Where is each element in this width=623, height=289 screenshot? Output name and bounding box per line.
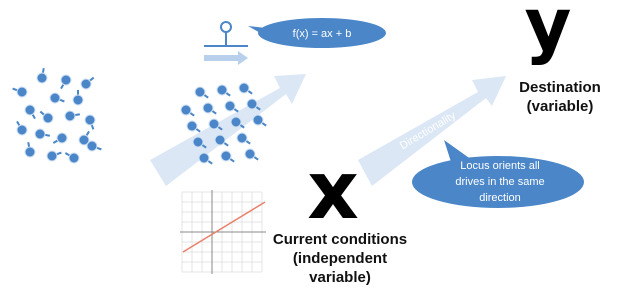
pin-head (215, 135, 225, 145)
pin-head (253, 115, 263, 125)
pin-head (43, 113, 53, 123)
pin-head (225, 101, 235, 111)
pin-head (87, 141, 97, 151)
pin-icon (221, 22, 231, 32)
graph-line (183, 202, 265, 252)
current-label: Current conditions (273, 231, 407, 248)
graph-icon (180, 190, 266, 274)
pin-head (25, 105, 35, 115)
locus-text: Locus orients all (460, 160, 540, 172)
pin-head (231, 117, 241, 127)
pin-head (17, 125, 27, 135)
pin-head (181, 105, 191, 115)
destination-label: Destination (519, 79, 601, 96)
destination-label: (variable) (527, 98, 594, 115)
pin-head (37, 73, 47, 83)
pin-head (247, 99, 257, 109)
pin-head (57, 133, 67, 143)
formula-text: f(x) = ax + b (293, 28, 352, 40)
pin-head (221, 151, 231, 161)
pin-head (69, 153, 79, 163)
pin-head (187, 121, 197, 131)
pin-head (217, 85, 227, 95)
current-label: (independent (293, 250, 387, 267)
pin-head (195, 87, 205, 97)
pin-head (17, 87, 27, 97)
pin-head (73, 95, 83, 105)
pin-head (25, 147, 35, 157)
pin-group (13, 68, 267, 164)
pin-head (199, 153, 209, 163)
pin-head (237, 133, 247, 143)
pin-head (245, 149, 255, 159)
pin-head (47, 151, 57, 161)
current-label: variable) (309, 269, 371, 286)
pin-head (203, 103, 213, 113)
pin-head (50, 93, 60, 103)
pin-head (85, 115, 95, 125)
pin-head (239, 83, 249, 93)
pin-head (193, 137, 203, 147)
pin-head (35, 129, 45, 139)
pin-head (61, 75, 71, 85)
diagram: Directionality f(x) = ax + b Locus orien… (0, 0, 623, 289)
small-arrow (204, 51, 248, 65)
locus-text: drives in the same (455, 176, 544, 188)
pin-head (209, 119, 219, 129)
destination-symbol: y (525, 0, 572, 67)
locus-text: direction (479, 192, 521, 204)
pin-head (81, 79, 91, 89)
current-symbol: x (307, 144, 359, 237)
flow-arrow (150, 74, 306, 186)
pin-head (65, 111, 75, 121)
